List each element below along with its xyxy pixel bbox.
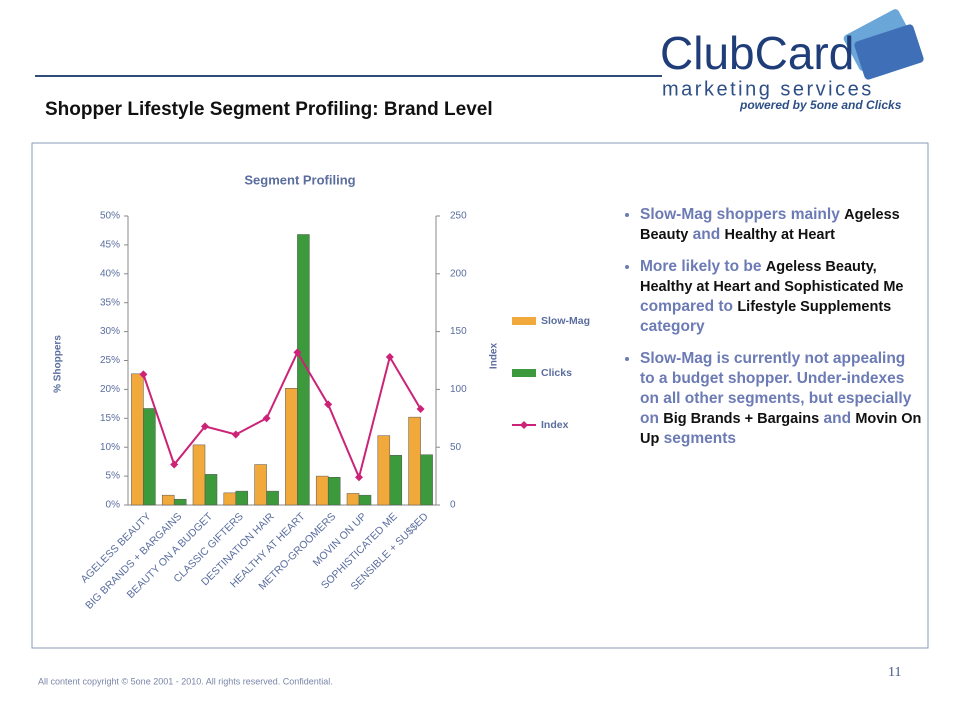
logo-brand: ClubCard <box>660 27 854 79</box>
slide-title: Shopper Lifestyle Segment Profiling: Bra… <box>45 99 493 120</box>
bar <box>346 493 360 506</box>
bullet-text: Movin On Up <box>640 411 922 447</box>
logo-line1: marketing services <box>662 78 874 100</box>
y-tick-label: 45% <box>100 240 120 251</box>
legend-label: Slow-Mag <box>541 315 590 327</box>
bar <box>254 464 267 506</box>
bullet-text: Ageless Beauty <box>640 207 900 243</box>
bar <box>389 455 403 506</box>
chart-title: Segment Profiling <box>244 172 355 187</box>
bar <box>235 490 249 506</box>
legend-marker <box>520 421 528 429</box>
bullet-text: compared to <box>640 298 738 315</box>
bar <box>285 387 298 506</box>
bar <box>315 475 329 506</box>
y2-tick-label: 50 <box>450 442 462 453</box>
bar <box>192 444 206 506</box>
index-line <box>142 350 422 481</box>
copyright: All content copyright © 5one 2001 - 2010… <box>38 676 333 686</box>
page-number: 11 <box>888 665 901 680</box>
index-marker <box>170 460 179 469</box>
bullet-text: Slow-Mag is currently not appealing to a… <box>640 350 912 427</box>
legend-swatch <box>512 317 536 325</box>
y2-tick-label: 100 <box>450 384 467 395</box>
bullet-text: Healthy at Heart <box>724 227 835 243</box>
y-tick-label: 50% <box>100 211 120 222</box>
bar <box>223 492 237 506</box>
bullet-text: category <box>640 318 705 335</box>
y-tick-label: 10% <box>100 442 120 453</box>
bullet-text: Lifestyle Supplements <box>737 299 892 315</box>
y2-tick-label: 250 <box>450 211 467 222</box>
y-tick-label: 0% <box>106 500 121 511</box>
legend-swatch <box>512 369 536 377</box>
bullet-text: Big Brands + Bargains <box>663 411 820 427</box>
y-tick-label: 5% <box>106 471 121 482</box>
index-marker <box>231 430 240 439</box>
y2-axis-label: Index <box>489 343 500 370</box>
logo-cards <box>843 9 924 80</box>
bullet-text: Slow-Mag shoppers mainly <box>640 206 845 223</box>
index-marker <box>324 400 333 409</box>
y2-tick-label: 0 <box>450 500 456 511</box>
bullet-text: Ageless Beauty, Healthy at Heart and Sop… <box>640 259 904 295</box>
index-marker <box>139 370 148 379</box>
bullet-text: and <box>819 410 856 427</box>
bullet-text: More likely to be <box>640 258 766 275</box>
y-tick-label: 30% <box>100 326 120 337</box>
logo-line2: powered by 5one and Clicks <box>739 98 902 112</box>
chart: Segment Profiling % Shoppers Index 0% 5% 1… <box>53 172 590 611</box>
bar <box>408 416 421 506</box>
index-marker <box>355 473 363 482</box>
y-tick-label: 20% <box>100 384 120 395</box>
bullet-text: segments <box>659 430 737 447</box>
legend-label: Clicks <box>541 367 572 379</box>
bullet-text: and <box>688 226 725 243</box>
y2-tick-label: 200 <box>450 268 467 279</box>
index-marker <box>293 348 302 357</box>
bar <box>266 490 279 506</box>
bar <box>358 494 372 506</box>
bar <box>377 435 391 506</box>
index-marker <box>201 422 209 431</box>
bullet: Slow-Mag is currently not appealing to a… <box>640 349 922 449</box>
index-marker <box>262 414 271 423</box>
y-tick-label: 40% <box>100 268 120 279</box>
bar <box>143 408 156 506</box>
content-frame <box>31 142 929 649</box>
bar <box>161 494 175 506</box>
x-tick-label: MOVIN ON UP <box>311 511 369 569</box>
index-marker <box>385 353 394 362</box>
legend-label: Index <box>541 419 569 431</box>
y-tick-label: 25% <box>100 355 120 366</box>
bar <box>131 373 144 506</box>
bar <box>173 498 187 506</box>
y-tick-label: 35% <box>100 297 120 308</box>
index-marker <box>416 405 425 414</box>
y-tick-label: 15% <box>100 413 120 424</box>
y-axis-label: % Shoppers <box>53 335 64 393</box>
bullet: Slow-Mag shoppers mainly Ageless Beauty … <box>640 205 922 245</box>
bullet: More likely to be Ageless Beauty, Health… <box>640 257 922 337</box>
bar <box>204 474 218 506</box>
bar <box>327 477 341 506</box>
bar <box>297 234 310 506</box>
bullet-list: Slow-Mag shoppers mainly Ageless Beauty … <box>622 205 922 461</box>
y2-tick-label: 150 <box>450 326 467 337</box>
bar <box>420 454 433 506</box>
